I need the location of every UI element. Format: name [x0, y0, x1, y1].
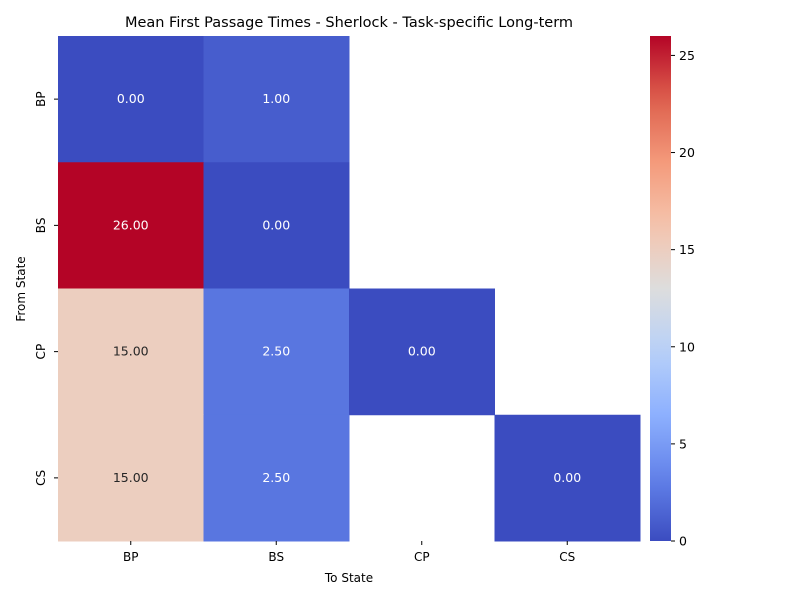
colorbar — [650, 36, 671, 541]
heatmap-cell — [349, 288, 495, 416]
heatmap-cell-labels: 0.00 1.00 26.00 0.00 15.00 2.50 0.00 15.00 2.50 0… — [113, 91, 581, 485]
colorbar-tick-label: 20 — [679, 145, 695, 160]
cell-value-label: 15.00 — [113, 470, 149, 485]
cell-value-label: 2.50 — [262, 344, 290, 359]
heatmap-cell — [203, 162, 350, 289]
y-tick-label: CS — [34, 470, 48, 486]
heatmap-cell — [58, 288, 204, 416]
x-tick-label: CP — [414, 550, 430, 564]
cell-value-label: 15.00 — [113, 344, 149, 359]
cell-value-label: 26.00 — [113, 217, 149, 232]
cell-value-label: 0.00 — [262, 217, 290, 232]
heatmap-cell — [494, 414, 641, 542]
x-tick-label: BP — [123, 550, 138, 564]
colorbar-tick-label: 5 — [679, 436, 687, 451]
cell-value-label: 2.50 — [262, 470, 290, 485]
x-axis: BP BS CP CS — [123, 541, 575, 564]
colorbar-tick-label: 10 — [679, 339, 695, 354]
colorbar-ticks: 0 5 10 15 20 25 — [671, 48, 695, 549]
heatmap-cell — [58, 162, 204, 289]
y-tick-label: BP — [34, 91, 48, 106]
cell-value-label: 0.00 — [553, 470, 581, 485]
chart-title: Mean First Passage Times - Sherlock - Ta… — [125, 15, 573, 31]
heatmap-cell — [58, 36, 204, 163]
y-tick-label: BS — [34, 218, 48, 234]
heatmap-cell — [58, 414, 204, 542]
colorbar-tick-label: 25 — [679, 48, 695, 63]
x-tick-label: BS — [268, 550, 284, 564]
cell-value-label: 0.00 — [408, 344, 436, 359]
cell-value-label: 1.00 — [262, 91, 290, 106]
y-axis-label: From State — [14, 256, 28, 321]
colorbar-tick-label: 15 — [679, 242, 695, 257]
x-axis-label: To State — [324, 571, 373, 585]
x-tick-label: CS — [559, 550, 575, 564]
y-axis: BP BS CP CS — [34, 91, 58, 486]
colorbar-tick-label: 0 — [679, 534, 687, 549]
heatmap-cell — [203, 414, 350, 542]
heatmap-cells — [58, 36, 641, 542]
heatmap-cell — [203, 36, 350, 163]
cell-value-label: 0.00 — [117, 91, 145, 106]
y-tick-label: CP — [34, 344, 48, 360]
heatmap-cell — [203, 288, 350, 416]
